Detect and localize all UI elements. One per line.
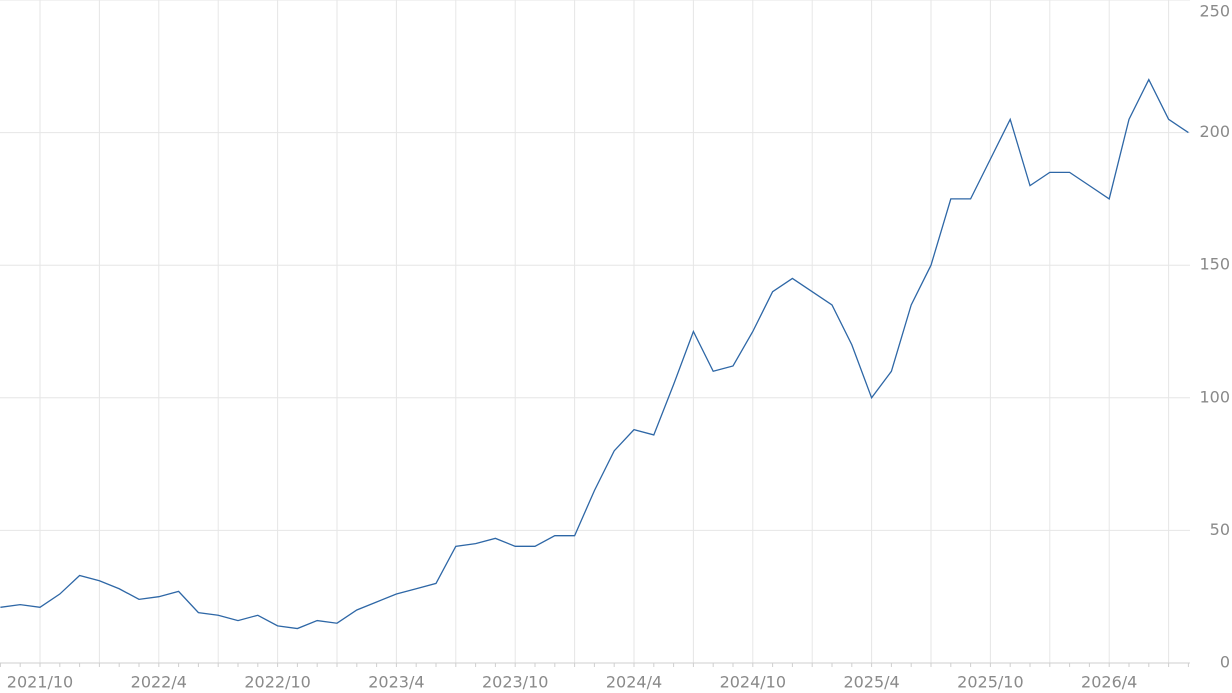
x-tick-label: 2025/10: [957, 673, 1023, 692]
x-tick-label: 2022/4: [131, 673, 187, 692]
x-tick-label: 2021/10: [7, 673, 73, 692]
y-tick-label: 200: [1199, 122, 1230, 141]
x-tick-label: 2023/4: [368, 673, 424, 692]
x-tick-label: 2022/10: [244, 673, 310, 692]
y-tick-label: 50: [1210, 520, 1230, 539]
y-tick-label: 150: [1199, 255, 1230, 274]
x-tick-label: 2023/10: [482, 673, 548, 692]
y-tick-label: 0: [1220, 653, 1230, 672]
price-line: [0, 78, 1189, 630]
x-tick-label: 2026/4: [1081, 673, 1137, 692]
x-tick-label: 2024/10: [720, 673, 786, 692]
x-tick-label: 2024/4: [606, 673, 662, 692]
y-tick-label: 100: [1199, 387, 1230, 406]
y-tick-label: 250: [1199, 2, 1230, 21]
x-tick-label: 2025/4: [843, 673, 899, 692]
